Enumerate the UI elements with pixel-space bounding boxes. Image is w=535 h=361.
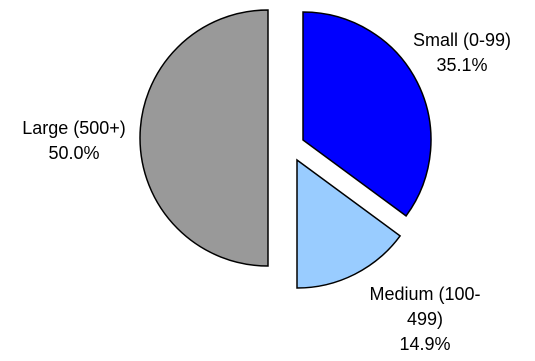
- slice-labels: Small (0-99) 35.1% Medium (100- 499) 14.9% La…: [22, 30, 511, 354]
- slice-label-line: 35.1%: [436, 55, 487, 75]
- slice-label-line: 499): [407, 309, 443, 329]
- slice-label-line: Small (0-99): [413, 30, 511, 50]
- slice-label-small-0-99: Small (0-99) 35.1%: [413, 30, 511, 75]
- slice-label-large-500: Large (500+) 50.0%: [22, 118, 126, 163]
- slice-label-medium-100-499: Medium (100- 499) 14.9%: [369, 284, 480, 354]
- pie-slice-large-500: [139, 9, 269, 267]
- slice-label-line: 50.0%: [48, 143, 99, 163]
- slice-label-line: 14.9%: [399, 334, 450, 354]
- slice-label-line: Medium (100-: [369, 284, 480, 304]
- pie-slice-medium-100-499: [296, 158, 402, 289]
- slice-label-line: Large (500+): [22, 118, 126, 138]
- pie-slices: [139, 9, 432, 289]
- pie-slice-small-0-99: [302, 11, 432, 217]
